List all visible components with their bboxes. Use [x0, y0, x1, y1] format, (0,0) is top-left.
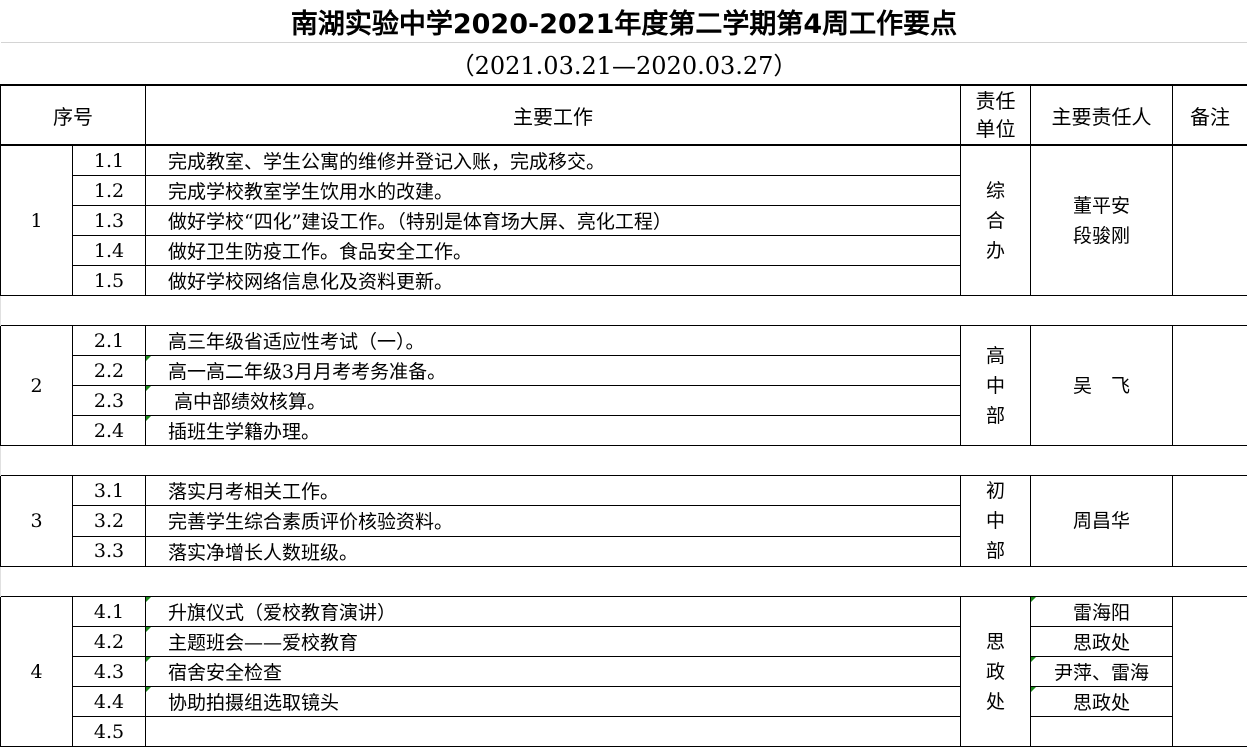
header-seq: 序号 [1, 85, 146, 145]
item-number[interactable]: 1.5 [73, 266, 146, 296]
work-item[interactable]: 完善学生综合素质评价核验资料。 [146, 506, 961, 536]
spacer-row [1, 446, 1247, 476]
work-item[interactable]: 插班生学籍办理。 [146, 416, 961, 446]
responsible-person[interactable] [1031, 717, 1173, 747]
spacer-cell[interactable] [1, 446, 1247, 476]
header-unit: 责任单位 [961, 85, 1031, 145]
remark[interactable] [1173, 597, 1247, 747]
spacer-cell[interactable] [1, 296, 1247, 326]
item-number[interactable]: 4.5 [73, 717, 146, 747]
header-remark: 备注 [1173, 85, 1247, 145]
spacer-cell[interactable] [1, 567, 1247, 597]
item-number[interactable]: 1.2 [73, 176, 146, 206]
group-number[interactable]: 3 [1, 476, 73, 567]
remark[interactable] [1173, 326, 1247, 446]
item-number[interactable]: 1.4 [73, 236, 146, 266]
item-number[interactable]: 4.2 [73, 627, 146, 657]
item-number[interactable]: 1.1 [73, 145, 146, 176]
work-item[interactable]: 升旗仪式（爱校教育演讲） [146, 597, 961, 627]
date-range: （2021.03.21—2020.03.27） [1, 43, 1247, 86]
work-item[interactable]: 完成学校教室学生饮用水的改建。 [146, 176, 961, 206]
header-person: 主要责任人 [1031, 85, 1173, 145]
work-item[interactable]: 落实净增长人数班级。 [146, 536, 961, 566]
responsible-person[interactable]: 周昌华 [1031, 476, 1173, 567]
page-title: 南湖实验中学2020-2021年度第二学期第4周工作要点 [1, 0, 1247, 43]
item-number[interactable]: 2.1 [73, 326, 146, 356]
work-item[interactable]: 完成教室、学生公寓的维修并登记入账，完成移交。 [146, 145, 961, 176]
work-item[interactable]: 做好学校“四化”建设工作。（特别是体育场大屏、亮化工程） [146, 206, 961, 236]
responsible-person[interactable]: 吴 飞 [1031, 326, 1173, 446]
responsible-unit[interactable]: 综合办 [961, 145, 1031, 296]
responsible-unit[interactable]: 高中部 [961, 326, 1031, 446]
item-number[interactable]: 1.3 [73, 206, 146, 236]
item-number[interactable]: 4.3 [73, 657, 146, 687]
group-number[interactable]: 1 [1, 145, 73, 296]
work-item[interactable] [146, 717, 961, 747]
work-item[interactable]: 高一高二年级3月月考考务准备。 [146, 356, 961, 386]
item-number[interactable]: 4.1 [73, 597, 146, 627]
responsible-person[interactable]: 董平安 段骏刚 [1031, 145, 1173, 296]
work-item[interactable]: 做好学校网络信息化及资料更新。 [146, 266, 961, 296]
work-item[interactable]: 做好卫生防疫工作。食品安全工作。 [146, 236, 961, 266]
responsible-person[interactable]: 尹萍、雷海 [1031, 657, 1173, 687]
item-number[interactable]: 3.1 [73, 476, 146, 506]
item-number[interactable]: 2.4 [73, 416, 146, 446]
responsible-person[interactable]: 雷海阳 [1031, 597, 1173, 627]
group-number[interactable]: 4 [1, 597, 73, 747]
work-item[interactable]: 落实月考相关工作。 [146, 476, 961, 506]
work-item[interactable]: 高中部绩效核算。 [146, 386, 961, 416]
remark[interactable] [1173, 145, 1247, 296]
item-number[interactable]: 3.3 [73, 536, 146, 566]
responsible-unit[interactable]: 思政处 [961, 597, 1031, 747]
header-row: 序号 主要工作 责任单位 主要责任人 备注 [1, 85, 1247, 145]
spacer-row [1, 296, 1247, 326]
header-work: 主要工作 [146, 85, 961, 145]
remark[interactable] [1173, 476, 1247, 567]
responsible-unit[interactable]: 初中部 [961, 476, 1031, 567]
spacer-row [1, 567, 1247, 597]
work-item[interactable]: 协助拍摄组选取镜头 [146, 687, 961, 717]
item-number[interactable]: 3.2 [73, 506, 146, 536]
work-item[interactable]: 主题班会——爱校教育 [146, 627, 961, 657]
responsible-person[interactable]: 思政处 [1031, 687, 1173, 717]
item-number[interactable]: 2.2 [73, 356, 146, 386]
table-row: 4.5 [1, 717, 1247, 747]
responsible-person[interactable]: 思政处 [1031, 627, 1173, 657]
item-number[interactable]: 2.3 [73, 386, 146, 416]
item-number[interactable]: 4.4 [73, 687, 146, 717]
group-number[interactable]: 2 [1, 326, 73, 446]
work-item[interactable]: 高三年级省适应性考试（一）。 [146, 326, 961, 356]
work-item[interactable]: 宿舍安全检查 [146, 657, 961, 687]
